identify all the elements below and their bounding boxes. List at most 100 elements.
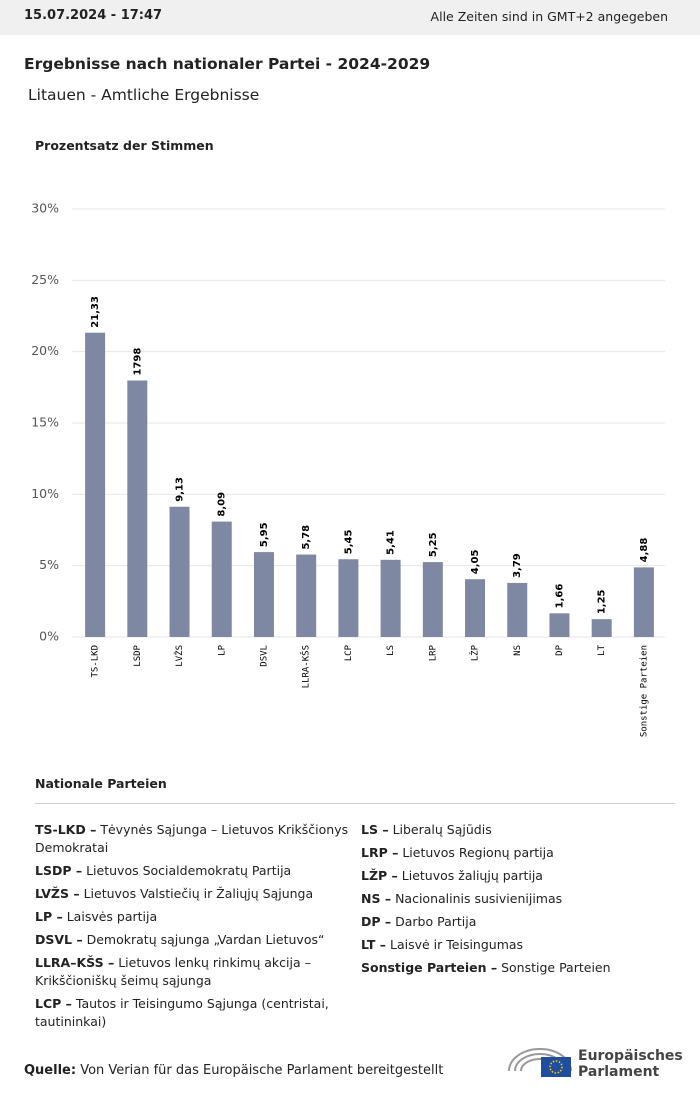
legend-item: LLRA–KŠS – Lietuvos lenkų rinkimų akcija… [35, 954, 350, 990]
legend-column: TS-LKD – Tėvynės Sąjunga – Lietuvos Krik… [35, 821, 350, 1036]
bar [507, 582, 528, 637]
y-tick-label: 30% [31, 201, 59, 216]
value-label: 5,45 [343, 530, 354, 555]
value-label: 4,05 [470, 550, 481, 575]
value-label: 8,09 [217, 492, 228, 517]
legend-abbr: DP – [361, 914, 392, 929]
legend-abbr: DSVL – [35, 932, 83, 947]
x-tick-label: LSDP [133, 644, 143, 666]
legend-abbr: LRP – [361, 845, 399, 860]
legend-item: DSVL – Demokratų sąjunga „Vardan Lietuvo… [35, 931, 350, 949]
legend-abbr: LŽP – [361, 868, 398, 883]
bar [338, 559, 359, 637]
legend-item: LP – Laisvės partija [35, 908, 350, 926]
x-tick-label: TS-LKD [91, 645, 101, 678]
value-label: 1798 [132, 348, 143, 376]
legend-abbr: LLRA–KŠS – [35, 955, 115, 970]
legend-name: Tėvynės Sąjunga – Lietuvos Krikščionys D… [35, 822, 349, 855]
chart-subtitle: Litauen - Amtliche Ergebnisse [28, 86, 260, 104]
bar [465, 579, 486, 637]
legend-item: DP – Darbo Partija [361, 913, 676, 931]
value-label: 5,78 [301, 525, 312, 550]
legend-name: Lietuvos lenkų rinkimų akcija – Krikščio… [35, 955, 311, 988]
legend-abbr: LT – [361, 937, 387, 952]
legend-name: Demokratų sąjunga „Vardan Lietuvos“ [86, 932, 325, 947]
legend-item: LVŽS – Lietuvos Valstiečių ir Žaliųjų Są… [35, 885, 350, 903]
x-tick-label: LRP [428, 644, 438, 661]
x-tick-label: LŽP [469, 644, 481, 661]
source-label: Quelle: [24, 1063, 77, 1078]
legend-name: Lietuvos Valstiečių ir Žaliųjų Sąjunga [83, 886, 314, 901]
y-tick-label: 10% [31, 486, 59, 501]
legend-abbr: TS-LKD – [35, 822, 97, 837]
legend-item: NS – Nacionalinis susivienijimas [361, 890, 676, 908]
legend-item: LS – Liberalų Sąjūdis [361, 821, 676, 839]
bar [127, 380, 148, 637]
source-text: Von Verian für das Europäische Parlament… [80, 1063, 444, 1078]
legend-name: Lietuvos žaliųjų partija [401, 868, 543, 883]
value-label: 1,25 [597, 589, 608, 614]
legend-name: Liberalų Sąjūdis [392, 822, 492, 837]
timezone-note: Alle Zeiten sind in GMT+2 angegeben [430, 9, 668, 24]
legend-name: Tautos ir Teisingumo Sąjunga (centristai… [35, 996, 329, 1029]
x-tick-label: LVŽS [173, 645, 185, 667]
x-tick-label: Sonstige Parteien [639, 645, 649, 737]
legend-name: Laisvė ir Teisingumas [390, 937, 524, 952]
legend-column: LS – Liberalų Sąjūdis LRP – Lietuvos Regi… [361, 821, 676, 982]
bar [211, 521, 232, 637]
legend-abbr: Sonstige Parteien – [361, 960, 498, 975]
x-tick-label: NS [513, 645, 523, 656]
value-label: 5,95 [259, 522, 270, 547]
y-tick-label: 5% [39, 557, 59, 572]
legend-name: Sonstige Parteien [501, 960, 611, 975]
x-tick-label: DP [555, 644, 565, 655]
legend-name: Darbo Partija [395, 914, 477, 929]
legend-item: LSDP – Lietuvos Socialdemokratų Partija [35, 862, 350, 880]
y-tick-label: 0% [39, 629, 59, 644]
chart: 0%5%10%15%20%25%30%TS-LKD21,33LSDP1798LV… [31, 201, 665, 737]
legend-name: Lietuvos Regionų partija [402, 845, 554, 860]
legend-abbr: LS – [361, 822, 389, 837]
bar [253, 552, 274, 637]
value-label: 4,88 [639, 538, 650, 563]
legend-name: Laisvės partija [66, 909, 158, 924]
y-axis-label: Prozentsatz der Stimmen [35, 138, 214, 153]
value-label: 9,13 [175, 477, 186, 502]
bar [422, 562, 443, 637]
logo-text: Europäisches Parlament [578, 1048, 683, 1080]
value-label: 5,41 [386, 530, 397, 555]
legend-abbr: NS – [361, 891, 392, 906]
legend-item: LRP – Lietuvos Regionų partija [361, 844, 676, 862]
legend-item: TS-LKD – Tėvynės Sąjunga – Lietuvos Krik… [35, 821, 350, 857]
legend-abbr: LP – [35, 909, 63, 924]
logo-line: Parlament [578, 1064, 660, 1080]
legend-name: Nacionalinis susivienijimas [395, 891, 563, 906]
bar [591, 619, 612, 637]
value-label: 1,66 [554, 584, 565, 609]
legend-item: Sonstige Parteien – Sonstige Parteien [361, 959, 676, 977]
x-tick-label: LCP [344, 644, 354, 661]
x-tick-label: LT [597, 644, 607, 655]
x-tick-label: LLRA-KŠS [300, 645, 312, 688]
legend-divider [35, 803, 675, 804]
bar [380, 559, 401, 637]
top-bar [0, 0, 700, 35]
legend-abbr: LCP – [35, 996, 72, 1011]
x-tick-label: LS [386, 645, 396, 656]
source: Quelle: Von Verian für das Europäische P… [24, 1063, 443, 1078]
legend-abbr: LVŽS – [35, 886, 80, 901]
date: 15.07.2024 - 17:47 [24, 8, 163, 23]
value-label: 5,25 [428, 532, 439, 557]
y-tick-label: 25% [31, 272, 59, 287]
bar [549, 613, 570, 637]
legend-item: LŽP – Lietuvos žaliųjų partija [361, 867, 676, 885]
bar [169, 506, 190, 637]
bar [633, 567, 654, 637]
legend-name: Lietuvos Socialdemokratų Partija [86, 863, 292, 878]
x-tick-label: DSVL [259, 645, 269, 667]
logo-icon [508, 1048, 572, 1077]
legend-item: LT – Laisvė ir Teisingumas [361, 936, 676, 954]
value-label: 3,79 [512, 553, 523, 578]
bar [296, 554, 317, 637]
